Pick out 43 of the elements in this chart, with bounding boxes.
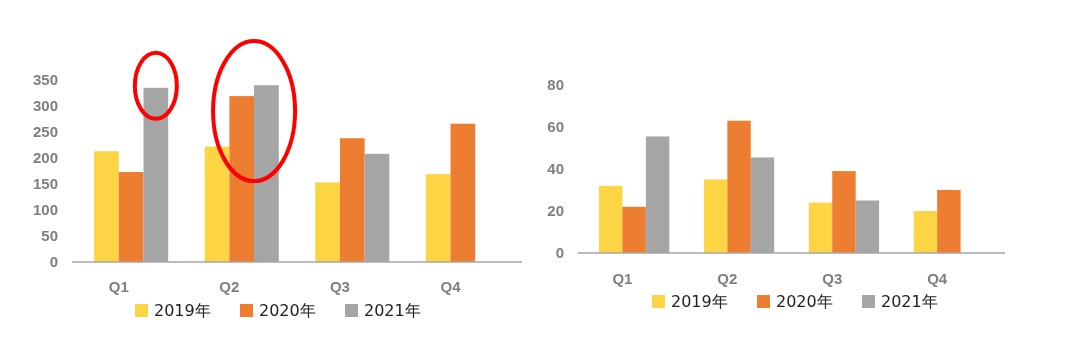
legend-label: 2021年 bbox=[364, 300, 421, 320]
bar bbox=[808, 202, 833, 253]
bar bbox=[339, 138, 365, 262]
y-tick-label: 300 bbox=[32, 97, 58, 115]
legend-label: 2020年 bbox=[259, 300, 316, 320]
bar bbox=[622, 206, 646, 253]
bar bbox=[204, 146, 230, 262]
y-tick-label: 40 bbox=[547, 160, 564, 178]
y-tick-label: 150 bbox=[32, 175, 58, 193]
bar bbox=[703, 179, 728, 253]
legend-label: 2020年 bbox=[776, 291, 833, 311]
bar bbox=[94, 151, 119, 262]
bar bbox=[598, 185, 623, 253]
y-tick-label: 20 bbox=[547, 202, 564, 220]
y-tick-label: 250 bbox=[32, 123, 58, 141]
x-tick-label: Q4 bbox=[927, 270, 948, 287]
y-tick-label: 60 bbox=[547, 118, 564, 136]
x-tick-label: Q3 bbox=[329, 278, 350, 295]
y-tick-label: 0 bbox=[555, 244, 564, 262]
legend-label: 2019年 bbox=[154, 300, 211, 320]
y-tick-label: 50 bbox=[41, 227, 58, 245]
y-tick-label: 100 bbox=[32, 201, 58, 219]
bar bbox=[229, 96, 255, 262]
bar bbox=[727, 120, 751, 253]
x-tick-label: Q1 bbox=[108, 278, 129, 295]
x-tick-label: Q2 bbox=[717, 270, 738, 287]
x-tick-label: Q3 bbox=[822, 270, 843, 287]
bar bbox=[425, 174, 451, 262]
y-tick-label: 80 bbox=[547, 76, 564, 94]
bar bbox=[450, 123, 476, 262]
legend-label: 2019年 bbox=[671, 291, 728, 311]
bar bbox=[315, 182, 340, 262]
bar bbox=[913, 211, 938, 253]
x-tick-label: Q1 bbox=[612, 270, 633, 287]
y-tick-label: 350 bbox=[32, 71, 58, 89]
y-tick-label: 200 bbox=[32, 149, 58, 167]
bar bbox=[937, 190, 961, 253]
legend-label: 2021年 bbox=[881, 291, 938, 311]
y-tick-label: 0 bbox=[49, 253, 58, 271]
x-tick-label: Q2 bbox=[219, 278, 240, 295]
bar bbox=[118, 172, 144, 262]
x-tick-label: Q4 bbox=[440, 278, 462, 295]
bar bbox=[832, 171, 856, 253]
